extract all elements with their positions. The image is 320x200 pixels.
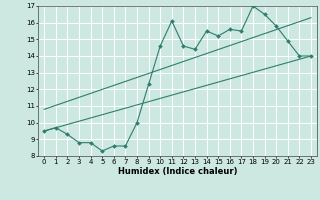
X-axis label: Humidex (Indice chaleur): Humidex (Indice chaleur) [118,167,237,176]
